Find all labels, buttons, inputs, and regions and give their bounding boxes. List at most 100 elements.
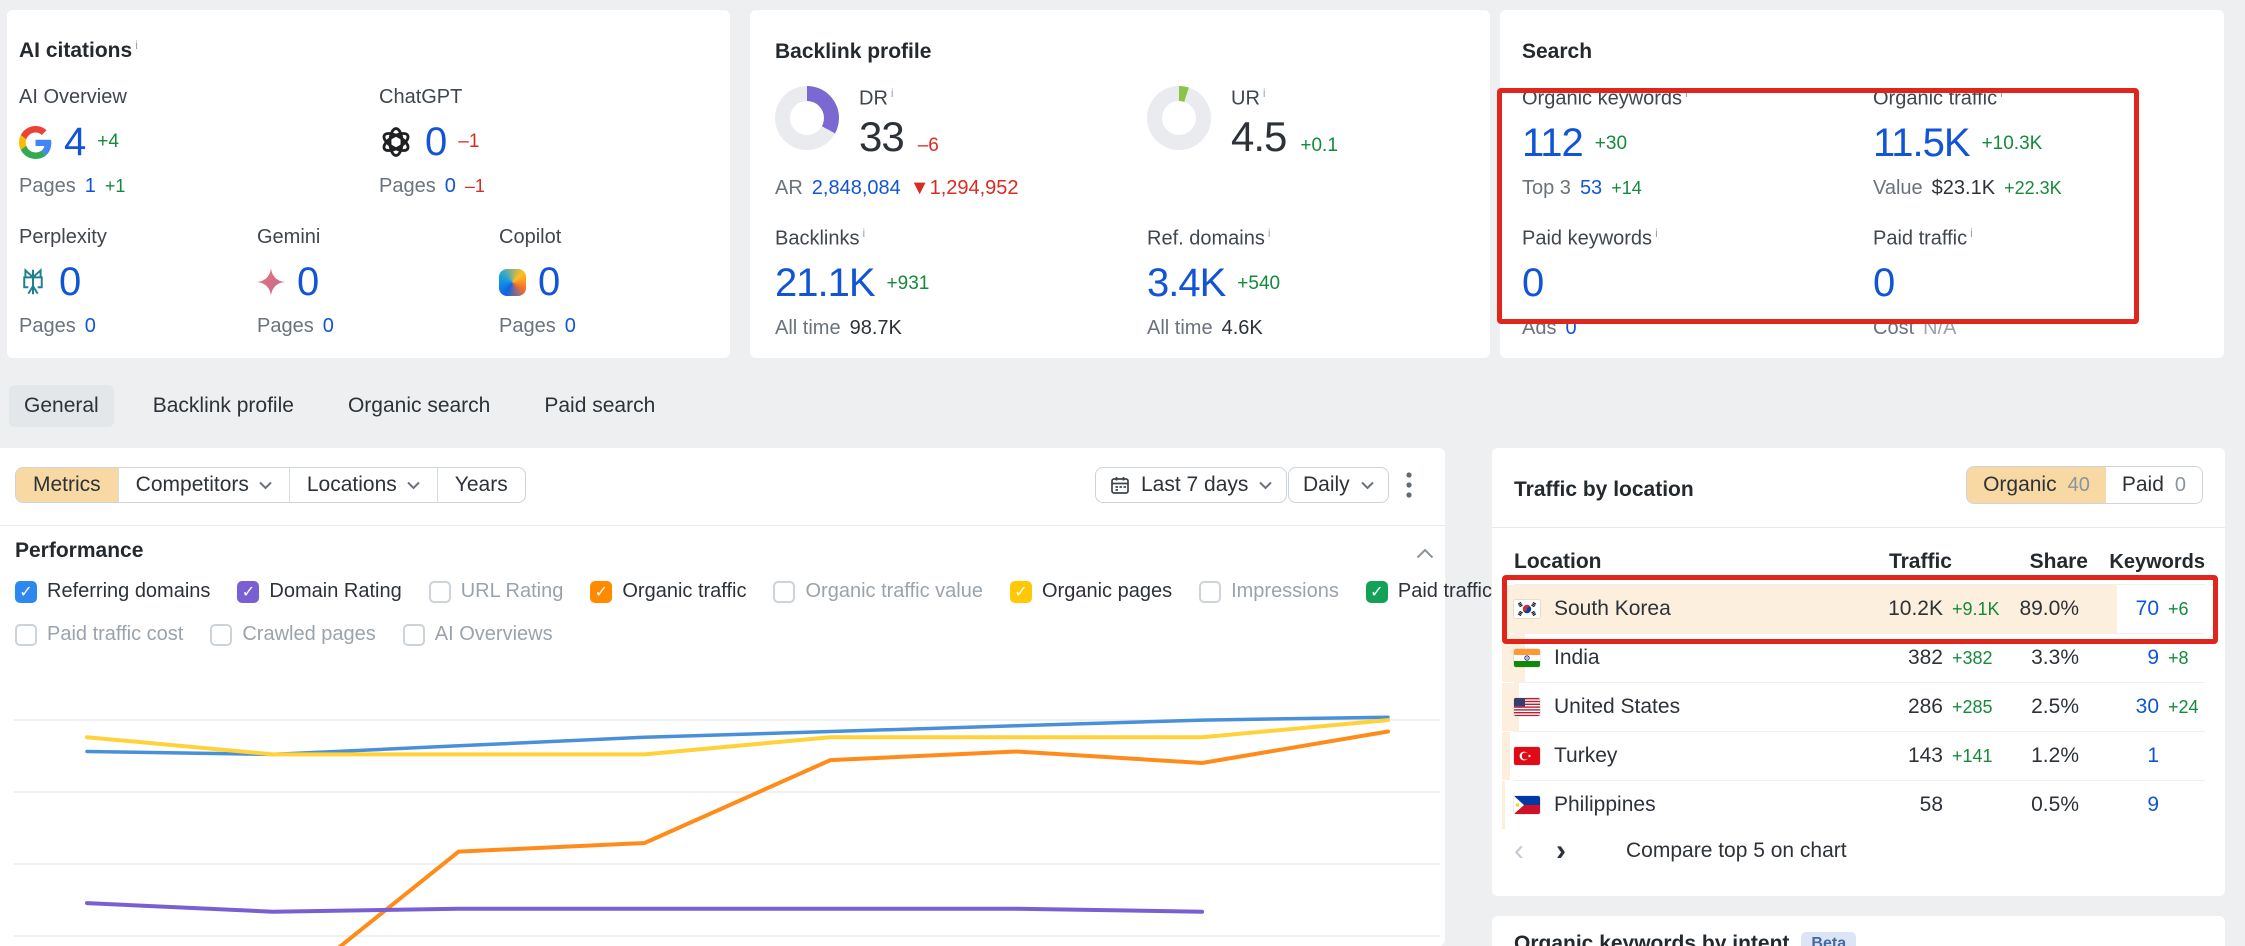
pages-value[interactable]: 0 xyxy=(84,315,96,337)
metric-checkbox-paid-traffic[interactable]: ✓ Paid traffic xyxy=(1365,580,1492,603)
pages-value[interactable]: 1 xyxy=(84,175,96,197)
traffic-value: 143 xyxy=(1907,744,1943,767)
chatgpt-value[interactable]: 0 xyxy=(425,119,447,164)
beta-badge: Beta xyxy=(1801,932,1857,946)
info-icon[interactable]: i xyxy=(1262,86,1266,100)
domain-rating-block: DR i 33 –6 AR 2,848,084 ▼1,294,952 xyxy=(775,86,1019,200)
table-row-south-korea[interactable]: South Korea 10.2K +9.1K 89.0% 70 +6 xyxy=(1502,584,2205,633)
metric-checkbox-ai-overviews[interactable]: AI Overviews xyxy=(402,623,553,646)
competitors-dropdown[interactable]: Competitors xyxy=(119,468,290,502)
table-row-turkey[interactable]: Turkey 143 +141 1.2% 1 xyxy=(1502,731,2205,780)
organic-traffic-value[interactable]: 11.5K xyxy=(1873,121,1971,166)
metric-checkbox-organic-pages[interactable]: ✓ Organic pages xyxy=(1009,580,1172,603)
metric-checkbox-domain-rating[interactable]: ✓ Domain Rating xyxy=(237,580,402,603)
info-icon[interactable]: i xyxy=(135,38,138,52)
metric-checkbox-paid-traffic-cost[interactable]: Paid traffic cost xyxy=(15,623,183,646)
traffic-delta: +285 xyxy=(1952,696,1993,717)
date-range-dropdown[interactable]: Last 7 days xyxy=(1095,467,1288,503)
cost-value: N/A xyxy=(1923,316,1957,339)
toggle-organic[interactable]: Organic 40 xyxy=(1967,467,2106,503)
tab-paid-search[interactable]: Paid search xyxy=(544,394,656,417)
metric-checkbox-row-2: Paid traffic cost Crawled pages AI Overv… xyxy=(15,623,553,646)
ai-overview-delta: +4 xyxy=(97,131,119,152)
copilot-value[interactable]: 0 xyxy=(538,259,560,304)
metrics-button[interactable]: Metrics xyxy=(16,468,119,502)
pages-value[interactable]: 0 xyxy=(564,315,576,337)
location-name[interactable]: South Korea xyxy=(1554,597,1671,620)
chatgpt-delta: –1 xyxy=(458,131,480,152)
info-icon[interactable]: i xyxy=(862,226,866,240)
alltime-label: All time xyxy=(1147,316,1213,339)
ref-domains-delta: +540 xyxy=(1237,272,1281,294)
years-button[interactable]: Years xyxy=(454,473,508,496)
info-icon[interactable]: i xyxy=(1655,226,1658,240)
ai-citation-gemini: Gemini 0 Pages 0 xyxy=(257,226,334,338)
value-amount: $23.1K xyxy=(1931,176,1996,199)
keywords-value[interactable]: 70 xyxy=(2135,597,2159,620)
next-page-icon[interactable]: › xyxy=(1556,834,1566,867)
gemini-value[interactable]: 0 xyxy=(297,259,319,304)
share-value: 2.5% xyxy=(2031,695,2079,718)
pages-value[interactable]: 0 xyxy=(322,315,334,337)
keywords-value[interactable]: 9 xyxy=(2147,646,2159,669)
traffic-value: 382 xyxy=(1907,646,1943,669)
top3-label: Top 3 xyxy=(1522,176,1571,199)
info-icon[interactable]: i xyxy=(1685,86,1688,100)
metric-checkbox-organic-traffic[interactable]: ✓ Organic traffic xyxy=(590,580,746,603)
ads-value[interactable]: 0 xyxy=(1565,316,1577,339)
chart-line-organic-traffic xyxy=(337,729,1390,946)
metric-checkbox-referring-domains[interactable]: ✓ Referring domains xyxy=(15,580,210,603)
compare-top5-link[interactable]: Compare top 5 on chart xyxy=(1626,839,1847,862)
locations-dropdown[interactable]: Locations xyxy=(290,468,438,502)
pages-value[interactable]: 0 xyxy=(444,175,456,197)
location-name[interactable]: India xyxy=(1554,646,1600,669)
tab-organic-search[interactable]: Organic search xyxy=(347,394,491,417)
traffic-by-location-card: Traffic by location Organic 40 Paid 0 Loca… xyxy=(1492,448,2225,896)
top3-value[interactable]: 53 xyxy=(1579,176,1603,199)
keywords-value[interactable]: 9 xyxy=(2147,793,2159,816)
traffic-value: 286 xyxy=(1907,695,1943,718)
share-bar xyxy=(1502,683,1520,731)
ai-overview-value[interactable]: 4 xyxy=(64,119,86,164)
info-icon[interactable]: i xyxy=(890,86,894,100)
prev-page-icon[interactable]: ‹ xyxy=(1514,834,1524,867)
tab-general[interactable]: General xyxy=(9,385,114,427)
table-row-india[interactable]: India 382 +382 3.3% 9 +8 xyxy=(1502,633,2205,682)
checkbox-unchecked-icon xyxy=(210,623,233,646)
metric-checkbox-url-rating[interactable]: URL Rating xyxy=(428,580,563,603)
kebab-menu-icon[interactable] xyxy=(1406,472,1412,503)
location-name[interactable]: Philippines xyxy=(1554,793,1656,816)
paid-keywords-value[interactable]: 0 xyxy=(1522,261,1544,306)
table-row-united-states[interactable]: United States 286 +285 2.5% 30 +24 xyxy=(1502,682,2205,731)
backlinks-value[interactable]: 21.1K xyxy=(775,261,876,306)
google-icon xyxy=(19,125,52,159)
paid-traffic-value[interactable]: 0 xyxy=(1873,261,1895,306)
performance-chart[interactable] xyxy=(0,640,1445,946)
keywords-value[interactable]: 30 xyxy=(2135,695,2159,718)
tab-backlink-profile[interactable]: Backlink profile xyxy=(152,394,294,417)
location-name[interactable]: United States xyxy=(1554,695,1681,718)
metric-checkbox-impressions[interactable]: Impressions xyxy=(1199,580,1339,603)
ref-domains-value[interactable]: 3.4K xyxy=(1147,261,1226,306)
table-header: Location Traffic Share Keywords xyxy=(1514,540,2205,584)
date-range-label: Last 7 days xyxy=(1141,473,1249,496)
metric-checkbox-row-1: ✓ Referring domains ✓ Domain Rating URL Ra… xyxy=(15,580,1492,603)
collapse-chevron-icon[interactable] xyxy=(1416,546,1434,564)
pages-label: Pages xyxy=(499,315,556,337)
info-icon[interactable]: i xyxy=(2000,86,2003,100)
granularity-dropdown[interactable]: Daily xyxy=(1288,467,1389,503)
metric-checkbox-crawled-pages[interactable]: Crawled pages xyxy=(210,623,376,646)
info-icon[interactable]: i xyxy=(1970,226,1973,240)
organic-keywords-value[interactable]: 112 xyxy=(1522,121,1584,166)
toggle-paid[interactable]: Paid 0 xyxy=(2105,467,2202,503)
competitors-label: Competitors xyxy=(135,473,249,496)
table-row-philippines[interactable]: Philippines 58 0.5% 9 xyxy=(1502,780,2205,829)
dr-label-text: DR xyxy=(859,87,888,110)
info-icon[interactable]: i xyxy=(1267,226,1271,240)
perplexity-value[interactable]: 0 xyxy=(59,259,81,304)
ar-value[interactable]: 2,848,084 xyxy=(811,176,901,199)
location-name[interactable]: Turkey xyxy=(1554,744,1618,767)
keywords-value[interactable]: 1 xyxy=(2147,744,2159,767)
metric-checkbox-organic-traffic-value[interactable]: Organic traffic value xyxy=(773,580,983,603)
checkbox-checked-icon: ✓ xyxy=(1365,580,1388,603)
